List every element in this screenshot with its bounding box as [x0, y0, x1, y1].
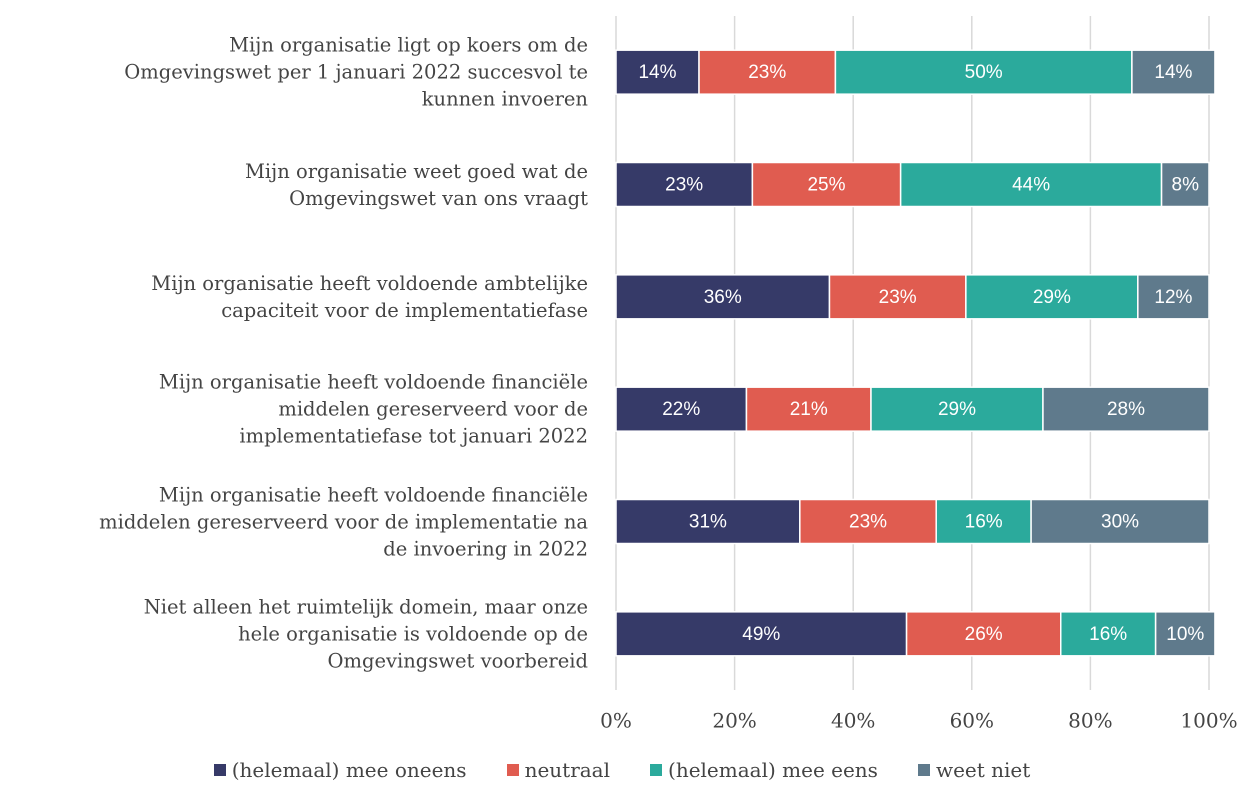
x-tick-label: 40% [831, 709, 875, 733]
category-label: Niet alleen het ruimtelijk domein, maar … [143, 595, 588, 673]
bar-segment [615, 49, 700, 95]
category-label: Mijn organisatie heeft voldoende financi… [158, 370, 588, 448]
legend-swatch [506, 764, 519, 776]
x-tick-label: 20% [712, 709, 756, 733]
value-label: 23% [879, 287, 917, 308]
x-tick-label: 0% [600, 709, 632, 733]
value-label: 14% [1154, 62, 1192, 83]
value-label: 23% [849, 512, 887, 533]
value-label: 49% [742, 624, 780, 645]
category-label: Mijn organisatie ligt op koers om de Omg… [124, 33, 588, 111]
value-label: 25% [807, 175, 845, 196]
value-label: 22% [662, 399, 700, 420]
value-label: 30% [1101, 512, 1139, 533]
legend-label: weet niet [935, 758, 1031, 782]
value-label: 12% [1154, 287, 1192, 308]
value-label: 23% [748, 62, 786, 83]
bar-segment [1160, 161, 1210, 208]
legend-item: (helemaal) mee eens [650, 758, 878, 782]
bar-segment [834, 49, 1133, 95]
legend-item: weet niet [917, 758, 1031, 782]
value-label: 16% [965, 512, 1003, 533]
legend-item: neutraal [506, 758, 611, 782]
category-label: Mijn organisatie weet goed wat de Omgevi… [244, 159, 588, 210]
bar-segment [899, 161, 1163, 208]
bar-segment [1030, 498, 1210, 545]
x-tick-label: 60% [950, 709, 994, 733]
value-label: 23% [665, 175, 703, 196]
value-label: 50% [965, 62, 1003, 83]
x-tick-label: 80% [1068, 709, 1112, 733]
legend-label: (helemaal) mee oneens [231, 758, 467, 782]
legend-swatch [650, 764, 663, 776]
bar-segment [799, 498, 937, 545]
value-label: 10% [1166, 624, 1204, 645]
bar-segment [1137, 274, 1210, 320]
value-label: 16% [1089, 624, 1127, 645]
bar-segment [1060, 611, 1157, 657]
bar-segment [615, 274, 831, 320]
bar-segment [615, 161, 754, 208]
value-label: 31% [689, 512, 727, 533]
value-label: 26% [965, 624, 1003, 645]
x-tick-label: 100% [1180, 709, 1237, 733]
value-label: 8% [1172, 175, 1200, 196]
category-label: Mijn organisatie heeft voldoende financi… [99, 483, 588, 560]
bar-segment [1042, 386, 1210, 432]
value-label: 14% [638, 62, 676, 83]
legend-swatch [917, 764, 930, 776]
bar-segment [905, 611, 1062, 657]
category-label: Mijn organisatie heeft voldoende ambteli… [151, 271, 588, 322]
bar-segment [745, 386, 872, 432]
value-label: 21% [790, 399, 828, 420]
bar-segment [1131, 49, 1216, 95]
bar-segment [870, 386, 1044, 432]
bar-segment [935, 498, 1032, 545]
bar-segment [615, 611, 908, 657]
bar-segment [615, 386, 748, 432]
bar-segment [828, 274, 967, 320]
value-label: 28% [1107, 399, 1145, 420]
legend-swatch [213, 764, 226, 776]
value-label: 29% [1033, 287, 1071, 308]
legend-label: (helemaal) mee eens [668, 758, 878, 782]
legend: (helemaal) mee oneens neutraal (helemaal) … [0, 758, 1244, 782]
bar-segment [1154, 611, 1216, 657]
legend-item: (helemaal) mee oneens [213, 758, 467, 782]
value-label: 36% [704, 287, 742, 308]
value-label: 29% [938, 399, 976, 420]
value-label: 44% [1012, 175, 1050, 196]
legend-label: neutraal [524, 758, 611, 782]
